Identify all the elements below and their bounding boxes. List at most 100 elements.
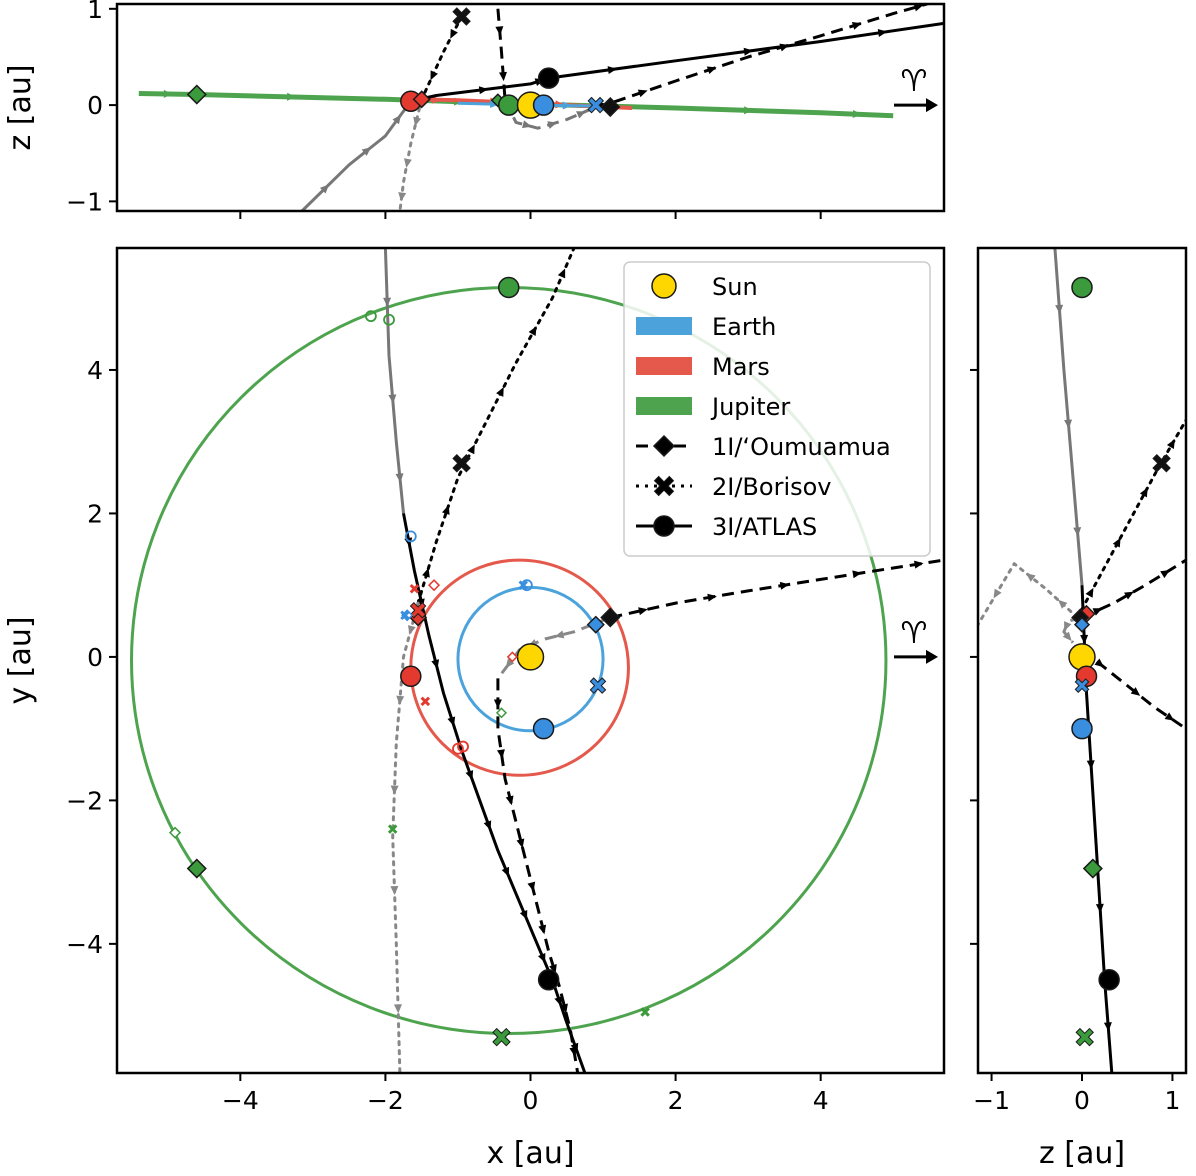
legend-label: 1I/‘Oumuamua — [712, 433, 891, 461]
x-tick-label: −2 — [367, 1086, 404, 1115]
x-axis-label: z [au] — [1039, 1136, 1125, 1171]
earth-marker — [532, 94, 555, 116]
aries-symbol: ♈ — [901, 64, 928, 99]
direction-arrow — [319, 184, 330, 194]
direction-arrow — [478, 86, 489, 95]
small-jup-3i-b — [383, 313, 395, 326]
small-jup-2i — [640, 1007, 650, 1017]
legend-label: Jupiter — [710, 393, 790, 421]
series-3i-atlas-path — [410, 21, 944, 103]
direction-arrow — [607, 66, 618, 75]
small-earth-2i — [400, 610, 410, 621]
direction-arrow — [528, 326, 537, 336]
x-tick-label: 0 — [1074, 1086, 1090, 1115]
direction-arrow — [554, 630, 565, 639]
small-jup-3i-a — [365, 310, 377, 323]
y-tick-label: 1 — [87, 0, 103, 24]
y-tick-label: −2 — [66, 786, 103, 815]
direction-arrow — [547, 121, 558, 129]
direction-arrow — [1062, 631, 1072, 642]
direction-arrow — [914, 560, 924, 569]
direction-arrow — [1164, 712, 1175, 721]
direction-arrow — [1064, 419, 1073, 429]
direction-arrow — [516, 838, 525, 849]
direction-arrow — [638, 607, 648, 616]
small-mars-3i — [420, 696, 431, 707]
legend-patch-jupiter — [636, 397, 692, 415]
jupiter-1i-side — [1082, 858, 1103, 879]
series-3i-atlas-path-below- — [300, 100, 413, 211]
small-earth-3i — [404, 530, 417, 543]
direction-arrow — [537, 952, 546, 963]
direction-arrow — [743, 47, 754, 56]
mars-orbit — [409, 558, 630, 777]
direction-arrow — [1057, 599, 1068, 609]
3i-now — [537, 968, 560, 991]
y-tick-label: 0 — [87, 91, 103, 120]
direction-arrow — [706, 66, 717, 75]
direction-arrow — [432, 95, 442, 104]
direction-arrow — [493, 699, 502, 709]
direction-arrow — [1124, 591, 1134, 600]
sun — [516, 643, 545, 671]
direction-arrow — [390, 785, 399, 795]
direction-arrow — [527, 881, 536, 892]
direction-arrow — [496, 387, 504, 397]
mars-now-side — [1075, 665, 1098, 688]
legend-marker — [653, 475, 675, 497]
direction-arrow — [413, 116, 422, 127]
direction-arrow — [707, 593, 717, 602]
direction-arrow — [1085, 587, 1094, 598]
2i-marker — [452, 7, 471, 26]
direction-arrow — [1166, 439, 1175, 449]
direction-arrow — [361, 147, 372, 156]
2i-marker — [452, 453, 471, 473]
direction-arrow — [560, 1003, 568, 1014]
legend-label: 3I/ATLAS — [712, 513, 817, 541]
y-axis-label: z [au] — [3, 64, 38, 150]
y-tick-label: −4 — [66, 930, 103, 959]
direction-arrow — [779, 581, 790, 590]
jupiter-marker — [186, 84, 207, 105]
direction-arrow — [743, 106, 754, 115]
direction-arrow — [431, 659, 440, 669]
direction-arrow — [538, 924, 547, 935]
small-mars-b — [452, 742, 464, 755]
series-1i-in-dashed-gray- — [496, 616, 611, 680]
series-1i-out — [609, 558, 944, 619]
earth-now-side — [1071, 717, 1093, 740]
legend-label: Mars — [712, 353, 770, 381]
legend-box — [623, 261, 931, 557]
direction-arrow — [1073, 527, 1082, 537]
direction-arrow — [483, 820, 492, 831]
legend-handle-sun — [651, 273, 677, 299]
direction-arrow — [851, 22, 862, 30]
direction-arrow — [505, 658, 515, 669]
x-tick-label: 0 — [523, 1086, 539, 1115]
direction-arrow — [392, 114, 402, 125]
direction-arrow — [576, 111, 586, 119]
legend-label: 2I/Borisov — [712, 473, 832, 501]
legend-label: Earth — [712, 313, 776, 341]
small-jup-2i-b — [387, 824, 398, 834]
direction-arrow — [1086, 760, 1095, 770]
main-panel: −4 −2 0 2 4 −4 −2 0 2 4 x [au] y [au] ♈ Sun Earth Mars J… — [3, 246, 946, 1171]
equinox-arrow-head — [926, 649, 938, 664]
y-tick-label: 2 — [87, 499, 103, 528]
direction-arrow — [447, 716, 456, 727]
direction-arrow — [163, 89, 173, 98]
direction-arrow — [496, 749, 505, 759]
direction-arrow — [505, 795, 514, 806]
direction-arrow — [1064, 621, 1072, 632]
earth-now — [532, 717, 555, 740]
small-earth-top-x — [518, 580, 528, 590]
x-axis-label: x [au] — [486, 1136, 574, 1171]
direction-arrow — [877, 29, 888, 37]
equinox-arrow-head — [926, 98, 938, 113]
3i-now-side — [1098, 968, 1120, 991]
direction-arrow — [637, 89, 648, 98]
direction-arrow — [383, 297, 392, 307]
direction-arrow — [1092, 608, 1103, 616]
sun-side — [1068, 643, 1096, 671]
